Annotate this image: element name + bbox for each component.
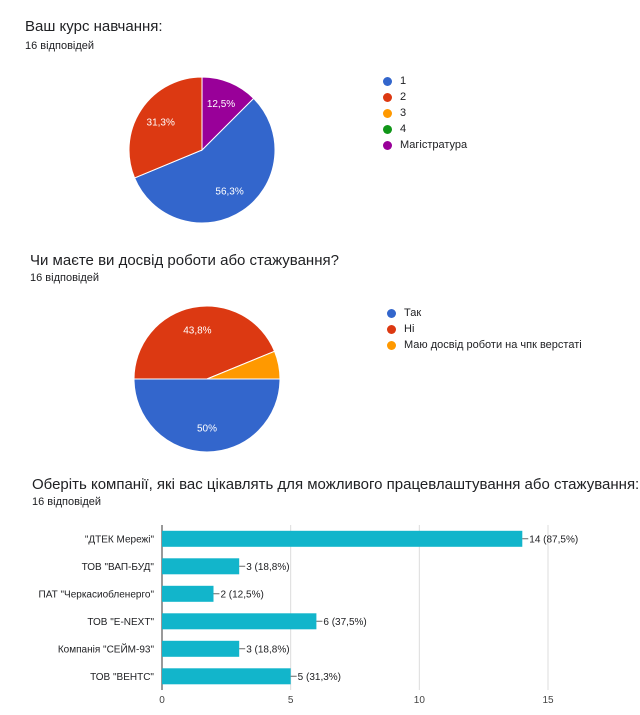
- pie-2-legend-swatch: [387, 308, 396, 318]
- pie-2-slice-2: [206, 350, 281, 380]
- pie-1-slice-0: [133, 97, 276, 224]
- pie-1-legend-item: 4: [383, 121, 467, 137]
- pie-1-slice-1: [128, 76, 203, 179]
- pie-1-legend: 1 2 3 4 Магістратура: [383, 73, 467, 153]
- bar-4: [162, 640, 240, 657]
- pie-1-legend-swatch: [383, 124, 392, 134]
- pie-2-legend-item: Так: [387, 305, 582, 321]
- bar-value-label: 5 (31,3%): [298, 672, 341, 683]
- pie-1-legend-item: 2: [383, 89, 467, 105]
- pie-1-legend-label: 4: [400, 123, 407, 135]
- bar-x-tick-label: 5: [288, 695, 294, 706]
- bar-x-tick-label: 0: [159, 695, 165, 706]
- pie-1-legend-swatch: [383, 140, 392, 150]
- pie-2-slice-label-0: 50%: [197, 424, 217, 435]
- question-3-responses: 16 відповідей: [32, 496, 102, 508]
- bar-2: [162, 585, 214, 602]
- bar-x-tick-label: 15: [542, 695, 554, 706]
- question-2-responses: 16 відповідей: [30, 272, 100, 284]
- bar-x-tick-label: 10: [414, 695, 426, 706]
- bar-value-label: 14 (87,5%): [529, 534, 578, 545]
- bar-category-label: "ДТЕК Мережі": [85, 534, 155, 545]
- pie-1-legend-label: 2: [400, 91, 407, 103]
- pie-1-legend-item: 3: [383, 105, 467, 121]
- pie-1-legend-item: 1: [383, 73, 467, 89]
- pie-1-legend-swatch: [383, 92, 392, 102]
- bar-category-label: ПАТ "Черкасиобленерго": [39, 588, 155, 600]
- pie-1-slice-label-0: 56,3%: [215, 186, 243, 197]
- pie-2-slice-label-1: 43,8%: [183, 325, 211, 336]
- question-1-responses: 16 відповідей: [25, 40, 95, 52]
- pie-1-slice-label-4: 12,5%: [207, 99, 235, 110]
- bar-1: [162, 558, 240, 575]
- bar-value-label: 3 (18,8%): [246, 562, 289, 573]
- question-3-title: Оберіть компанії, які вас цікавлять для …: [32, 476, 640, 493]
- pie-2-legend-item: Ні: [387, 321, 582, 337]
- pie-2-legend-label: Так: [404, 307, 422, 319]
- bar-0: [162, 530, 523, 547]
- bar-3: [162, 613, 317, 630]
- pie-1-legend-swatch: [383, 76, 392, 86]
- question-1-title: Ваш курс навчання:: [25, 18, 163, 35]
- bar-category-label: ТОВ "ВАП-БУД": [82, 562, 155, 573]
- question-2-title: Чи маєте ви досвід роботи або стажування…: [30, 252, 339, 269]
- bar-value-label: 2 (12,5%): [220, 589, 263, 600]
- pie-2-slice-1: [133, 305, 276, 380]
- pie-2-legend: Так Ні Маю досвід роботи на чпк верстаті: [387, 305, 582, 353]
- pie-1-legend-label: 1: [400, 75, 407, 87]
- pie-1-slice-4: [201, 76, 255, 152]
- pie-1-slice-label-1: 31,3%: [147, 117, 175, 128]
- pie-1-legend-label: 3: [400, 107, 407, 119]
- bar-value-label: 3 (18,8%): [246, 644, 289, 655]
- pie-2-slice-0: [133, 378, 281, 453]
- bar-category-label: ТОВ "E-NEXT": [87, 617, 154, 628]
- pie-1-legend-swatch: [383, 108, 392, 118]
- pie-2-legend-swatch: [387, 340, 396, 350]
- pie-2-legend-label: Маю досвід роботи на чпк верстаті: [404, 339, 582, 351]
- bar-category-label: ТОВ "ВЕНТС": [90, 672, 154, 683]
- pie-1-legend-item: Магістратура: [383, 137, 467, 153]
- pie-2-legend-label: Ні: [404, 323, 415, 335]
- pie-2-legend-item: Маю досвід роботи на чпк верстаті: [387, 337, 582, 353]
- pie-2-legend-swatch: [387, 324, 396, 334]
- pie-1-legend-label: Магістратура: [400, 139, 468, 151]
- bar-5: [162, 668, 291, 685]
- bar-category-label: Компанія "СЕЙМ-93": [58, 642, 155, 655]
- bar-value-label: 6 (37,5%): [323, 617, 366, 628]
